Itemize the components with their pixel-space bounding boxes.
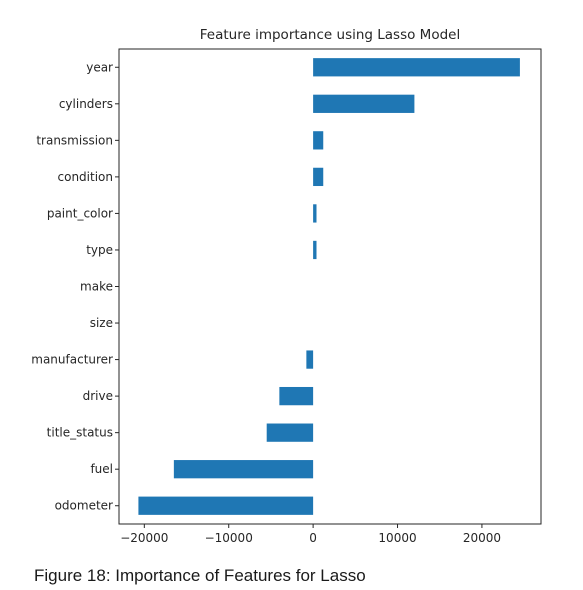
- y-tick-label-manufacturer: manufacturer: [31, 353, 113, 367]
- y-tick-label-condition: condition: [58, 170, 113, 184]
- x-tick-label-0: −20000: [120, 531, 168, 545]
- y-tick-label-fuel: fuel: [90, 462, 113, 476]
- y-tick-label-cylinders: cylinders: [59, 97, 113, 111]
- x-tick-label-1: −10000: [205, 531, 253, 545]
- y-tick-label-year: year: [86, 60, 113, 74]
- y-tick-label-title-status: title_status: [47, 426, 113, 440]
- bar-drive: [279, 386, 314, 406]
- y-tick-label-type: type: [86, 243, 113, 257]
- y-tick-label-transmission: transmission: [36, 133, 113, 147]
- bars-layer: [138, 58, 520, 515]
- bar-paint-color: [313, 204, 317, 223]
- lasso-feature-importance-chart: Feature importance using Lasso Model yea…: [31, 27, 542, 545]
- bar-type: [313, 240, 317, 260]
- y-tick-label-paint-color: paint_color: [47, 206, 113, 220]
- bar-cylinders: [313, 94, 415, 113]
- figure-caption: Figure 18: Importance of Features for La…: [34, 566, 366, 585]
- x-tick-label-3: 10000: [378, 531, 416, 545]
- plot-area-frame: [118, 48, 542, 525]
- y-tick-label-drive: drive: [83, 389, 113, 403]
- bar-odometer: [138, 496, 314, 515]
- x-tick-label-4: 20000: [463, 531, 501, 545]
- bar-transmission: [313, 131, 324, 150]
- y-tick-label-size: size: [90, 316, 113, 330]
- y-axis-labels: year cylinders transmission condition paint_…: [31, 60, 119, 513]
- bar-fuel: [173, 460, 314, 479]
- bar-title-status: [266, 423, 314, 442]
- chart-title: Feature importance using Lasso Model: [200, 27, 460, 43]
- y-tick-label-make: make: [80, 280, 113, 294]
- y-tick-label-odometer: odometer: [55, 499, 113, 513]
- bar-year: [313, 58, 520, 77]
- x-axis-ticks: −20000 −10000 0 10000 20000: [120, 524, 501, 545]
- bar-condition: [313, 167, 324, 187]
- bar-manufacturer: [306, 350, 314, 369]
- x-tick-label-2: 0: [309, 531, 317, 545]
